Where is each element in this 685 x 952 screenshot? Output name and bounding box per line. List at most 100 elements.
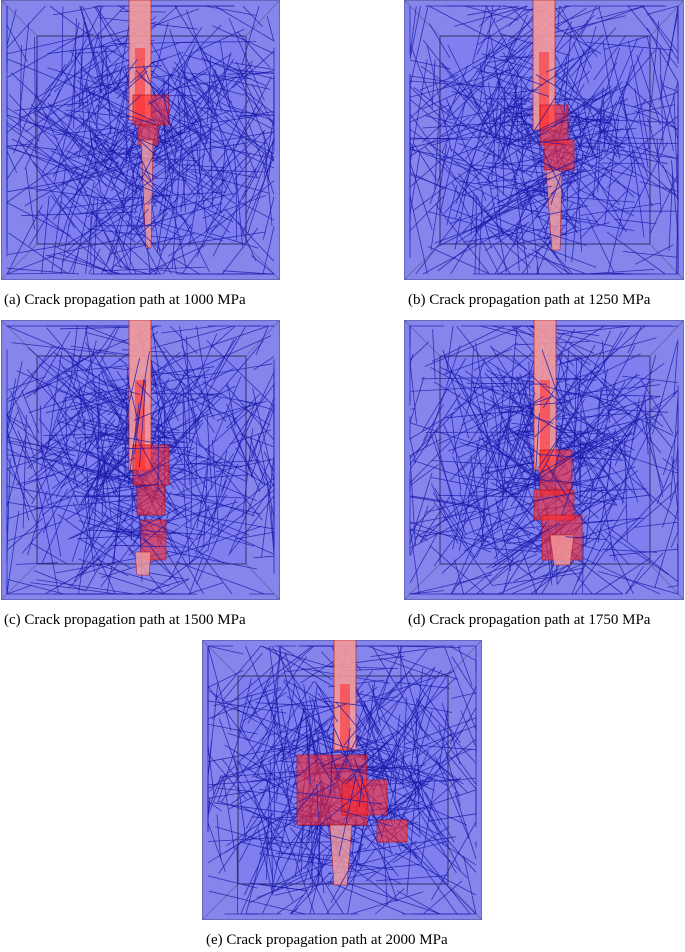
fiber: [263, 130, 273, 226]
fiber: [97, 373, 100, 479]
fiber: [493, 246, 511, 275]
fiber: [127, 208, 149, 237]
fiber: [489, 524, 553, 582]
fiber: [317, 686, 338, 723]
fiber: [106, 109, 166, 166]
fiber: [6, 584, 33, 595]
fiber: [90, 506, 157, 549]
fiber: [460, 710, 477, 747]
fiber: [188, 340, 265, 429]
fiber: [111, 529, 149, 535]
fiber: [175, 325, 269, 359]
fiber: [511, 562, 586, 595]
fiber: [627, 5, 679, 68]
fiber: [409, 521, 492, 553]
fiber: [496, 506, 531, 537]
fiber: [409, 454, 416, 547]
fiber: [163, 223, 192, 275]
fiber: [153, 222, 183, 238]
fiber: [458, 374, 493, 464]
fiber: [668, 173, 674, 251]
fiber: [58, 143, 93, 247]
fiber: [233, 144, 243, 247]
fiber: [602, 41, 620, 160]
fiber: [6, 107, 59, 140]
fiber: [207, 774, 225, 816]
fiber: [571, 552, 661, 595]
fiber: [634, 88, 649, 168]
fiber: [434, 434, 458, 520]
fiber: [600, 488, 616, 562]
fiber: [253, 555, 275, 559]
fiber: [607, 395, 661, 412]
fiber: [6, 33, 94, 55]
fiber: [513, 185, 530, 248]
fiber: [640, 378, 674, 434]
fiber: [394, 772, 397, 825]
fiber: [141, 171, 193, 231]
crack-core: [540, 380, 550, 470]
fiber: [486, 426, 508, 474]
fiber: [483, 195, 557, 219]
fiber: [220, 463, 239, 501]
fiber: [567, 418, 637, 464]
fiber: [497, 177, 551, 203]
fiber: [415, 803, 477, 873]
fiber: [6, 414, 31, 429]
fiber: [560, 174, 605, 204]
fiber: [116, 192, 161, 275]
fiber: [431, 59, 436, 109]
crack-path: [128, 320, 170, 576]
fiber: [31, 405, 88, 504]
fiber: [229, 105, 275, 122]
fiber: [624, 104, 676, 116]
fiber: [575, 143, 582, 252]
fiber: [642, 5, 679, 61]
fiber: [153, 489, 260, 515]
fiber: [269, 645, 280, 729]
fiber: [519, 94, 543, 197]
fiber: [193, 333, 218, 389]
fiber: [478, 5, 494, 111]
fiber: [206, 82, 237, 190]
fiber: [499, 348, 537, 381]
fiber: [141, 145, 201, 188]
fiber: [90, 211, 158, 275]
fiber: [597, 571, 679, 595]
fiber: [207, 800, 222, 812]
fiber: [207, 822, 226, 872]
fiber: [460, 381, 537, 427]
fiber: [409, 59, 428, 164]
fiber: [553, 414, 662, 441]
fiber: [410, 750, 430, 790]
fiber: [100, 325, 120, 363]
fiber: [650, 21, 660, 108]
fiber: [449, 686, 477, 745]
fiber: [36, 579, 134, 595]
fiber: [560, 5, 592, 69]
fiber: [479, 86, 518, 176]
fiber: [212, 25, 275, 54]
fiber: [675, 195, 679, 274]
fiber: [84, 495, 96, 573]
fiber: [167, 71, 226, 135]
fiber: [561, 173, 599, 225]
fiber: [214, 5, 275, 42]
fiber: [114, 59, 138, 90]
fiber: [6, 435, 27, 507]
fiber: [55, 127, 117, 136]
fiber: [491, 79, 500, 180]
fiber: [330, 728, 334, 795]
fiber: [211, 75, 271, 90]
fiber: [428, 23, 451, 59]
fiber: [47, 407, 121, 502]
fiber: [614, 402, 645, 466]
fiber: [480, 39, 544, 129]
fiber: [591, 136, 630, 168]
fiber: [409, 137, 469, 140]
fiber: [400, 757, 417, 796]
fiber: [597, 368, 609, 411]
fiber: [6, 9, 17, 46]
fiber: [176, 68, 189, 118]
fiber: [595, 557, 651, 595]
